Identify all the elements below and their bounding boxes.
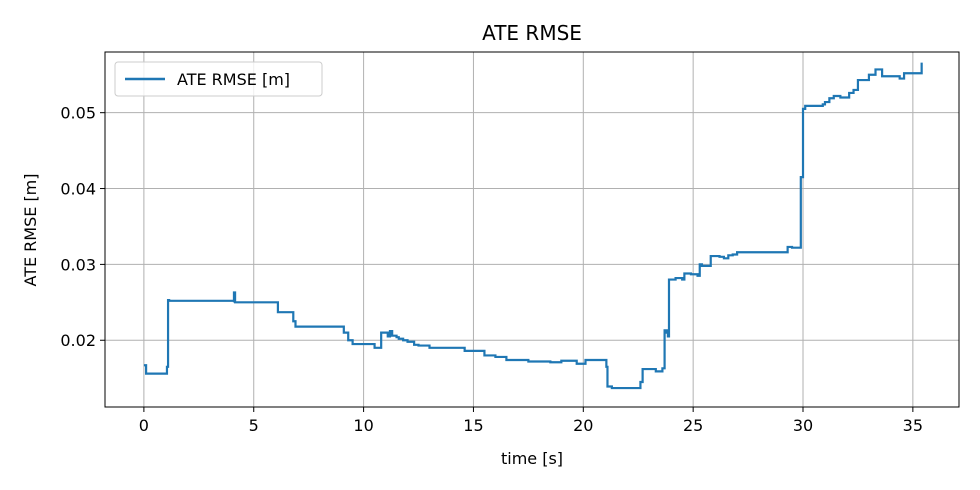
plot-frame xyxy=(104,51,960,408)
series-line xyxy=(143,62,923,390)
legend: ATE RMSE [m] xyxy=(114,61,323,97)
legend-label: ATE RMSE [m] xyxy=(177,70,290,89)
y-tick-label: 0.05 xyxy=(60,104,96,123)
series-layer xyxy=(143,62,923,390)
legend-box xyxy=(114,61,323,97)
x-tick-label: 35 xyxy=(903,416,923,435)
x-tick-label: 5 xyxy=(249,416,259,435)
y-axis-label: ATE RMSE [m] xyxy=(21,173,40,286)
x-tick-label: 15 xyxy=(463,416,483,435)
x-tick-label: 30 xyxy=(793,416,813,435)
x-axis-label: time [s] xyxy=(501,449,563,468)
y-tick-label: 0.02 xyxy=(60,331,96,350)
x-tick-label: 25 xyxy=(683,416,703,435)
chart-title: ATE RMSE xyxy=(482,21,582,45)
x-tick-label: 0 xyxy=(139,416,149,435)
grid xyxy=(105,52,959,407)
ticks: 0 5 10 15 20 25 30 35 0.02 0.03 0.04 0.05 xyxy=(60,104,923,435)
x-tick-label: 10 xyxy=(353,416,373,435)
y-tick-label: 0.03 xyxy=(60,255,96,274)
y-tick-label: 0.04 xyxy=(60,180,96,199)
x-tick-label: 20 xyxy=(573,416,593,435)
